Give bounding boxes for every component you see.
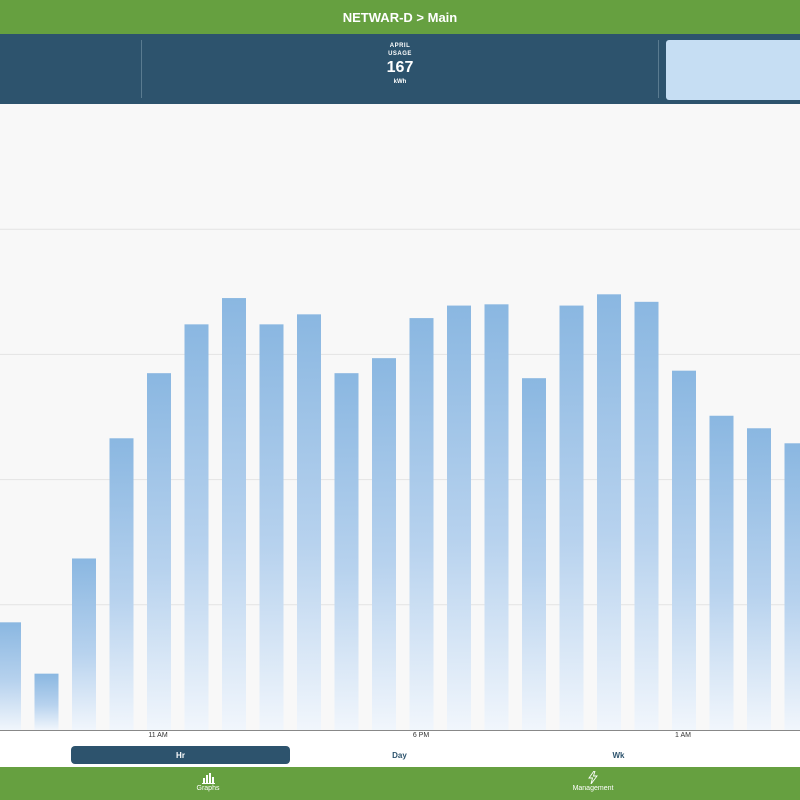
nav-management[interactable]: Management: [533, 767, 653, 800]
chart-bar[interactable]: [0, 622, 21, 730]
chart-bar[interactable]: [184, 324, 209, 730]
summary-panel[interactable]: [666, 40, 800, 100]
chart-bar[interactable]: [147, 373, 171, 730]
header-divider: [141, 40, 142, 98]
x-tick-label: 11 AM: [148, 732, 168, 739]
summary-header: APRIL USAGE 167 kWh: [0, 34, 800, 104]
range-tab-day[interactable]: Day: [392, 750, 407, 760]
usage-value: 167: [386, 59, 414, 76]
x-tick-label: 6 PM: [412, 732, 430, 739]
chart-bar[interactable]: [297, 314, 321, 730]
nav-graphs-label: Graphs: [196, 785, 220, 792]
chart-bar[interactable]: [222, 298, 246, 730]
range-tab-hour[interactable]: Hr: [71, 746, 290, 764]
bar-chart-icon: [148, 767, 268, 784]
usage-bar-chart: [0, 228, 800, 730]
chart-bar[interactable]: [109, 438, 134, 730]
app-titlebar: NETWAR-D > Main: [0, 0, 800, 34]
period-label: APRIL: [389, 43, 411, 49]
chart-bar[interactable]: [522, 378, 546, 730]
chart-bar[interactable]: [597, 294, 621, 730]
time-range-selector: Hr Day Wk: [0, 744, 800, 766]
chart-bar[interactable]: [447, 305, 471, 730]
range-tab-week[interactable]: Wk: [612, 750, 625, 760]
usage-summary: APRIL USAGE 167 kWh: [360, 42, 440, 86]
chart-bar[interactable]: [34, 673, 59, 730]
usage-label: USAGE: [388, 51, 412, 57]
chart-bar[interactable]: [747, 428, 771, 730]
chart-bar[interactable]: [409, 318, 434, 730]
header-divider: [658, 40, 659, 98]
bottom-nav: Graphs Management: [0, 767, 800, 800]
nav-management-label: Management: [572, 785, 614, 792]
chart-bar[interactable]: [372, 358, 396, 730]
chart-bar[interactable]: [334, 373, 359, 730]
chart-bar[interactable]: [484, 304, 509, 730]
chart-bar[interactable]: [634, 301, 659, 730]
chart-bar[interactable]: [784, 443, 800, 730]
chart-bar[interactable]: [72, 558, 96, 730]
lightning-icon: [533, 767, 653, 785]
chart-bar[interactable]: [709, 415, 734, 730]
usage-unit: kWh: [393, 79, 407, 85]
x-tick-label: 1 AM: [675, 732, 691, 739]
page-title: NETWAR-D > Main: [342, 9, 458, 25]
usage-chart: [0, 104, 800, 730]
nav-graphs[interactable]: Graphs: [148, 767, 268, 800]
chart-bar[interactable]: [559, 305, 584, 730]
x-axis: 11 AM 6 PM 1 AM: [0, 730, 800, 742]
chart-bar[interactable]: [672, 370, 696, 730]
chart-bar[interactable]: [259, 324, 284, 730]
